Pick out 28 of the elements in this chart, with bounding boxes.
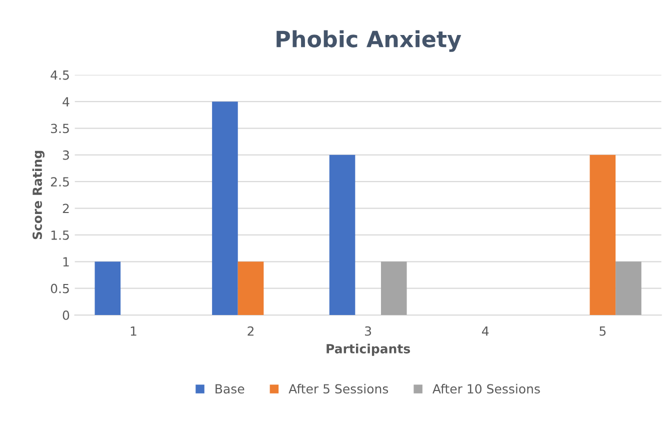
x-tick-label: 3 [365,326,372,336]
x-axis-title: Participants [326,344,410,356]
legend-label: After 10 Sessions [432,384,540,394]
bar [380,262,407,316]
bar [238,262,264,316]
chart-title: Phobic Anxiety [276,30,462,52]
x-tick-label: 1 [130,326,136,336]
y-tick-label: 3 [62,150,69,160]
bar [94,262,121,316]
legend-label: After 5 Sessions [288,384,388,394]
x-tick-label: 5 [600,326,606,336]
legend-label: Base [216,384,244,394]
x-tick-label: 2 [248,326,254,336]
y-tick-label: 4 [62,97,70,106]
y-tick-label: 0.5 [50,284,69,294]
bar [590,154,616,316]
x-tick-label: 4 [482,326,489,336]
y-tick-label: 1.5 [51,230,69,240]
bar [616,262,642,316]
bar [329,154,356,316]
y-tick-label: 2.5 [50,177,69,187]
y-axis-title: Score Rating [32,150,45,240]
bar [212,102,238,316]
y-tick-label: 0 [62,310,70,320]
y-tick-label: 3.5 [51,124,69,134]
y-tick-label: 4.5 [50,70,69,80]
y-tick-label: 1 [63,257,69,266]
y-tick-label: 2 [62,204,69,214]
